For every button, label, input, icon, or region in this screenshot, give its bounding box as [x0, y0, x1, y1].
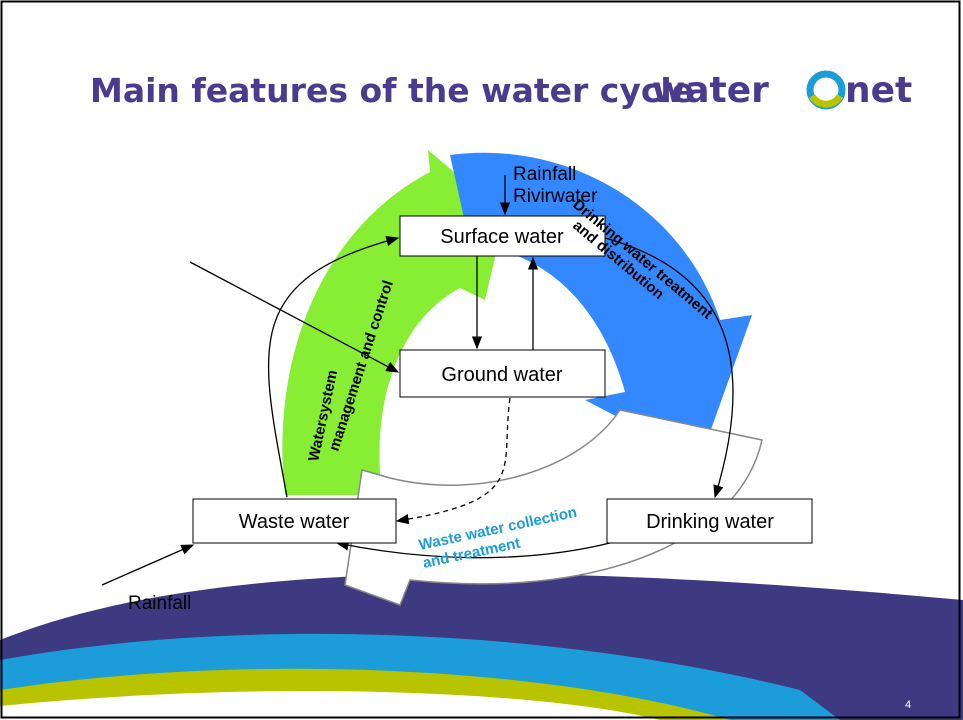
- title: Main features of the water cycle: [90, 71, 694, 110]
- node-label: Ground water: [441, 364, 563, 386]
- logo-text: water: [652, 70, 769, 111]
- slide: Main features of the water cycle water n…: [0, 0, 963, 720]
- node: Ground water: [400, 350, 605, 397]
- node-label: Waste water: [239, 511, 350, 533]
- input-label: Rainfall: [128, 593, 191, 614]
- node-label: Drinking water: [646, 511, 774, 533]
- node: Surface water: [400, 216, 605, 256]
- page-number: 4: [905, 699, 911, 711]
- node: Drinking water: [607, 499, 812, 543]
- logo-text: net: [845, 70, 912, 111]
- input-label: Rainfall: [513, 164, 576, 185]
- node-label: Surface water: [440, 226, 564, 248]
- node: Waste water: [193, 499, 396, 543]
